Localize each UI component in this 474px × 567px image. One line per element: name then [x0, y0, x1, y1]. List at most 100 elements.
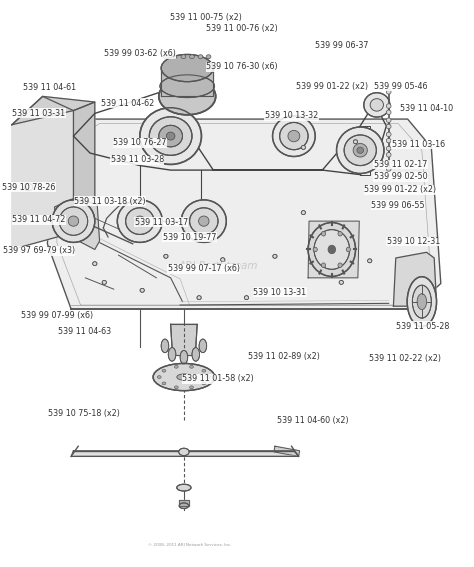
Text: 539 11 03-17: 539 11 03-17	[135, 218, 188, 227]
Ellipse shape	[179, 448, 189, 456]
Ellipse shape	[153, 363, 215, 391]
Text: 539 10 76-30 (x6): 539 10 76-30 (x6)	[206, 62, 278, 71]
Ellipse shape	[190, 208, 218, 235]
Ellipse shape	[181, 55, 186, 59]
Ellipse shape	[159, 125, 182, 147]
Polygon shape	[393, 252, 436, 306]
Ellipse shape	[338, 263, 342, 268]
Text: 539 11 02-89 (x2): 539 11 02-89 (x2)	[248, 352, 320, 361]
Text: 539 10 13-32: 539 10 13-32	[265, 111, 318, 120]
Polygon shape	[55, 198, 100, 249]
Ellipse shape	[328, 245, 336, 254]
Ellipse shape	[197, 296, 201, 300]
Ellipse shape	[297, 289, 301, 293]
Ellipse shape	[273, 116, 315, 156]
Ellipse shape	[199, 216, 209, 226]
Ellipse shape	[180, 350, 188, 364]
Text: 539 11 02-22 (x2): 539 11 02-22 (x2)	[369, 354, 441, 363]
Ellipse shape	[174, 365, 178, 368]
Ellipse shape	[93, 261, 97, 265]
Ellipse shape	[206, 55, 211, 59]
Text: 539 99 05-46: 539 99 05-46	[374, 82, 427, 91]
Text: 539 99 01-22 (x2): 539 99 01-22 (x2)	[365, 185, 437, 194]
Ellipse shape	[301, 146, 305, 150]
Ellipse shape	[166, 132, 175, 140]
Ellipse shape	[386, 104, 391, 108]
Ellipse shape	[346, 247, 350, 252]
Ellipse shape	[301, 210, 305, 215]
Ellipse shape	[386, 90, 391, 94]
Ellipse shape	[140, 289, 144, 293]
Ellipse shape	[68, 216, 79, 226]
Ellipse shape	[321, 231, 326, 236]
Ellipse shape	[24, 184, 33, 191]
Polygon shape	[73, 102, 95, 241]
Text: 539 99 06-55: 539 99 06-55	[371, 201, 425, 210]
Ellipse shape	[245, 296, 248, 300]
Ellipse shape	[135, 216, 145, 226]
Ellipse shape	[157, 375, 161, 379]
Polygon shape	[179, 500, 189, 506]
Polygon shape	[161, 68, 213, 96]
Ellipse shape	[337, 127, 384, 174]
Text: 539 11 03-16: 539 11 03-16	[392, 140, 445, 149]
Ellipse shape	[172, 55, 177, 59]
Ellipse shape	[162, 369, 166, 372]
Ellipse shape	[386, 138, 391, 143]
Ellipse shape	[353, 140, 357, 144]
Ellipse shape	[198, 55, 203, 59]
Ellipse shape	[220, 257, 225, 262]
Text: 539 11 04-10: 539 11 04-10	[400, 104, 453, 113]
Ellipse shape	[339, 280, 343, 285]
Text: 539 99 07-17 (x6): 539 99 07-17 (x6)	[168, 264, 240, 273]
Ellipse shape	[102, 280, 106, 285]
Ellipse shape	[417, 294, 427, 310]
Polygon shape	[71, 451, 299, 456]
Ellipse shape	[321, 263, 326, 268]
Text: 539 11 03-28: 539 11 03-28	[111, 155, 164, 164]
Text: 539 10 78-26: 539 10 78-26	[2, 183, 55, 192]
Ellipse shape	[357, 147, 364, 153]
Text: 539 11 04-72: 539 11 04-72	[12, 215, 65, 225]
Text: 539 10 13-31: 539 10 13-31	[253, 287, 306, 297]
Polygon shape	[12, 96, 95, 125]
Ellipse shape	[386, 110, 391, 115]
Ellipse shape	[338, 231, 342, 236]
Text: 539 11 04-63: 539 11 04-63	[58, 327, 111, 336]
Ellipse shape	[368, 259, 372, 263]
Ellipse shape	[364, 93, 390, 117]
Polygon shape	[47, 119, 441, 309]
Ellipse shape	[164, 254, 168, 259]
Polygon shape	[308, 221, 359, 278]
Polygon shape	[274, 446, 300, 456]
Text: ARI PartStream: ARI PartStream	[178, 261, 258, 272]
Text: 539 11 04-61: 539 11 04-61	[23, 83, 76, 92]
Text: 539 10 76-27: 539 10 76-27	[113, 138, 166, 147]
Ellipse shape	[190, 386, 193, 389]
Text: 539 11 04-62: 539 11 04-62	[101, 99, 155, 108]
Ellipse shape	[199, 339, 207, 353]
Ellipse shape	[177, 484, 191, 491]
Text: 539 10 75-18 (x2): 539 10 75-18 (x2)	[48, 409, 120, 418]
Text: 539 99 02-50: 539 99 02-50	[374, 172, 428, 181]
Text: 539 99 06-37: 539 99 06-37	[315, 41, 368, 50]
Ellipse shape	[313, 247, 317, 252]
Text: 539 11 02-17: 539 11 02-17	[374, 160, 427, 169]
Ellipse shape	[202, 382, 206, 385]
Ellipse shape	[190, 365, 193, 368]
Ellipse shape	[162, 382, 166, 385]
Ellipse shape	[386, 118, 391, 122]
Text: 539 11 03-18 (x2): 539 11 03-18 (x2)	[74, 197, 146, 206]
Text: 539 99 01-22 (x2): 539 99 01-22 (x2)	[296, 82, 368, 91]
Text: 539 11 00-76 (x2): 539 11 00-76 (x2)	[206, 24, 278, 33]
Ellipse shape	[370, 99, 383, 111]
Ellipse shape	[159, 78, 216, 115]
Polygon shape	[171, 324, 197, 356]
Text: 539 99 07-99 (x6): 539 99 07-99 (x6)	[21, 311, 93, 320]
Ellipse shape	[386, 132, 391, 137]
Ellipse shape	[344, 135, 376, 166]
Ellipse shape	[353, 143, 367, 157]
Ellipse shape	[386, 167, 391, 171]
Text: 539 11 05-28: 539 11 05-28	[396, 321, 449, 331]
Ellipse shape	[117, 200, 162, 243]
